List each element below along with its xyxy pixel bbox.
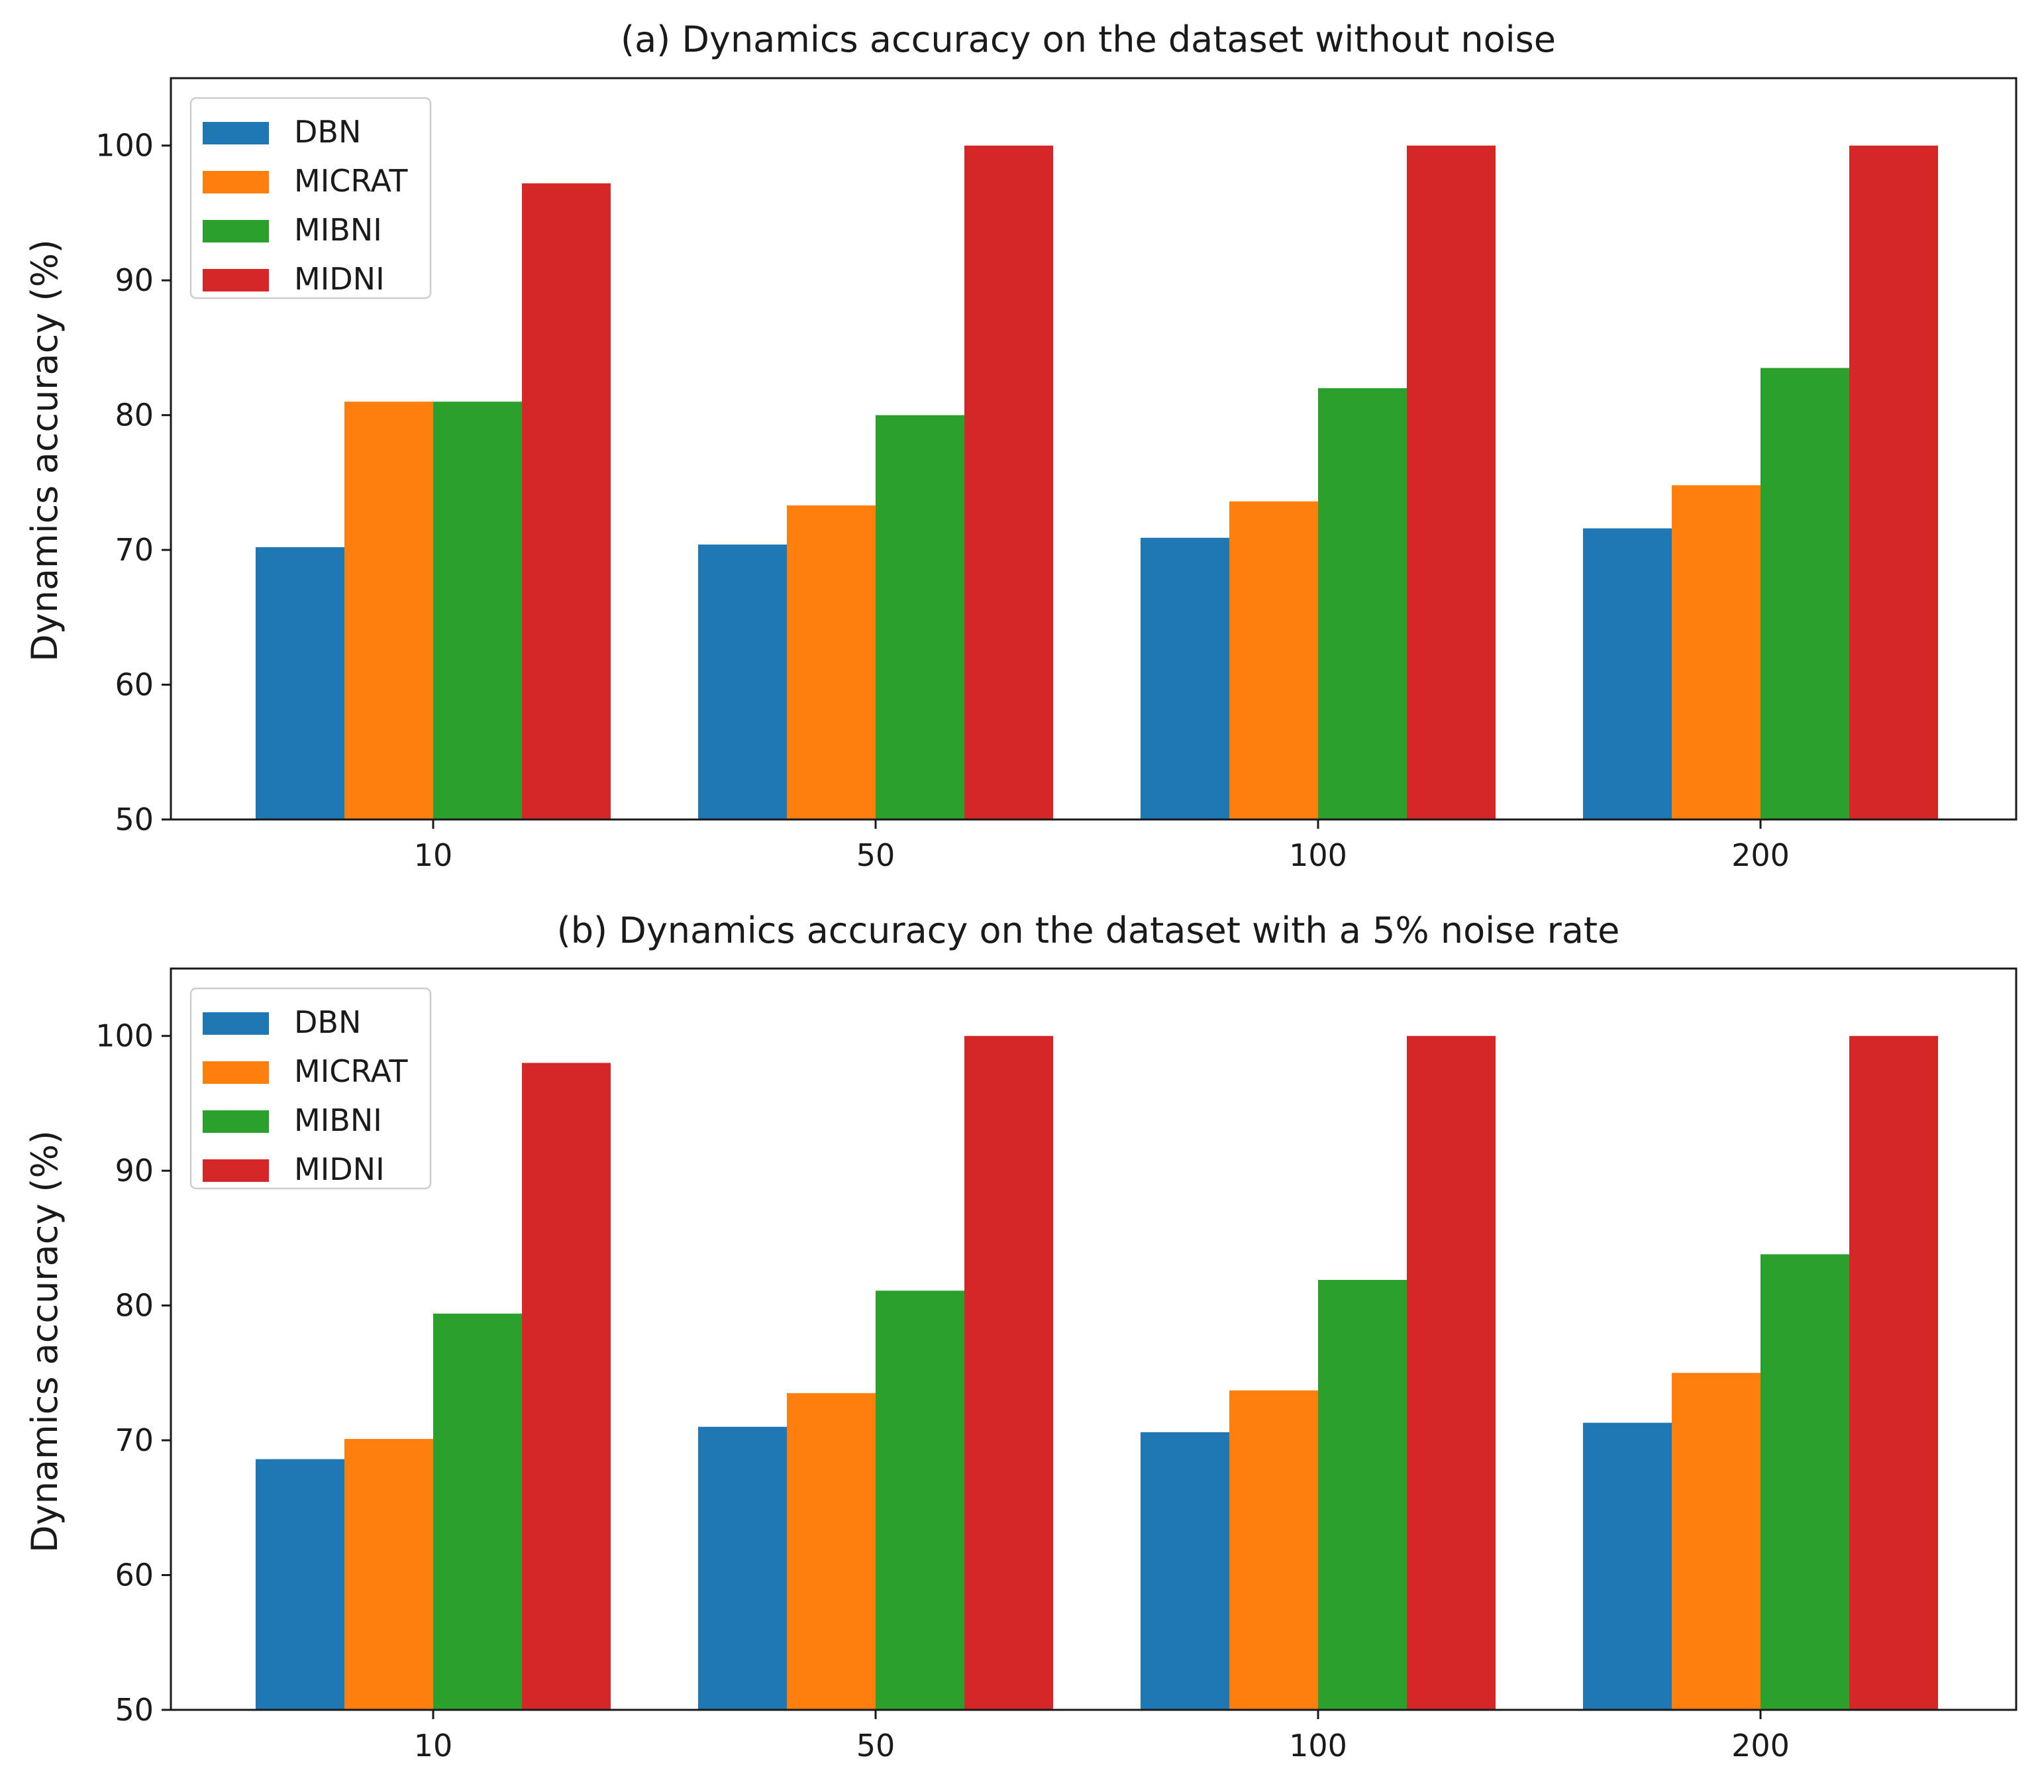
bar-micrat-100 xyxy=(1229,1390,1318,1710)
legend: DBN MICRAT MIBNI MIDNI xyxy=(189,987,432,1190)
bar-mibni-100 xyxy=(1318,388,1407,819)
legend-label-micrat: MICRAT xyxy=(294,1053,408,1089)
bar-midni-10 xyxy=(522,1063,611,1710)
bar-micrat-200 xyxy=(1672,485,1761,819)
bar-mibni-50 xyxy=(876,415,964,819)
legend-label-micrat: MICRAT xyxy=(294,163,408,199)
legend-swatch-midni xyxy=(203,269,269,291)
y-axis-label: Dynamics accuracy (%) xyxy=(24,239,66,662)
bar-dbn-200 xyxy=(1583,1422,1672,1710)
y-tick-label: 50 xyxy=(115,802,154,837)
x-tick-label: 200 xyxy=(1731,837,1790,873)
y-axis-label: Dynamics accuracy (%) xyxy=(24,1130,66,1553)
y-tick-label: 100 xyxy=(95,128,154,164)
bar-mibni-100 xyxy=(1318,1279,1407,1710)
bar-dbn-10 xyxy=(256,547,344,819)
y-tick-label: 70 xyxy=(115,532,154,568)
bar-mibni-200 xyxy=(1761,1254,1849,1710)
y-tick-label: 90 xyxy=(115,262,154,298)
y-tick-label: 80 xyxy=(115,1288,154,1324)
bar-midni-200 xyxy=(1849,145,1938,819)
x-tick-label: 10 xyxy=(414,1728,453,1764)
bar-micrat-50 xyxy=(787,505,876,819)
legend-swatch-micrat xyxy=(203,1061,269,1084)
bar-midni-100 xyxy=(1407,1035,1496,1710)
x-tick-label: 100 xyxy=(1289,1728,1347,1764)
bar-midni-200 xyxy=(1849,1035,1938,1710)
y-tick-label: 60 xyxy=(115,667,154,703)
legend-label-mibni: MIBNI xyxy=(294,212,382,248)
legend-label-midni: MIDNI xyxy=(294,261,385,297)
y-tick-label: 80 xyxy=(115,397,154,433)
legend: DBN MICRAT MIBNI MIDNI xyxy=(189,97,432,299)
y-tick-label: 60 xyxy=(115,1557,154,1593)
bar-midni-100 xyxy=(1407,145,1496,819)
y-tick-label: 100 xyxy=(95,1018,154,1054)
chart-title: (a) Dynamics accuracy on the dataset wit… xyxy=(621,19,1556,60)
bar-micrat-10 xyxy=(344,401,433,819)
bar-dbn-10 xyxy=(256,1459,344,1710)
bar-micrat-100 xyxy=(1229,501,1318,819)
chart-title: (b) Dynamics accuracy on the dataset wit… xyxy=(557,910,1620,951)
chart-panel-b: (b) Dynamics accuracy on the dataset wit… xyxy=(24,910,2018,1764)
y-tick-label: 70 xyxy=(115,1422,154,1458)
legend-swatch-midni xyxy=(203,1159,269,1182)
bar-midni-50 xyxy=(964,1035,1053,1710)
bar-mibni-10 xyxy=(433,1313,522,1710)
bar-micrat-200 xyxy=(1672,1373,1761,1710)
axes-frame xyxy=(170,77,2018,821)
axis-ticks: 10 50 100 200 50 60 70 80 90 100 xyxy=(95,1018,1790,1764)
legend-swatch-mibni xyxy=(203,220,269,242)
legend-label-dbn: DBN xyxy=(294,1004,361,1040)
y-tick-label: 50 xyxy=(115,1692,154,1728)
legend-swatch-dbn xyxy=(203,122,269,144)
legend-frame xyxy=(189,97,432,299)
axis-ticks: 10 50 100 200 50 60 70 80 90 100 xyxy=(95,128,1790,873)
legend-label-mibni: MIBNI xyxy=(294,1102,382,1138)
bar-mibni-50 xyxy=(876,1291,964,1710)
bar-group xyxy=(256,145,1938,819)
bar-dbn-50 xyxy=(698,1426,787,1710)
y-tick-label: 90 xyxy=(115,1153,154,1188)
chart-panel-a: (a) Dynamics accuracy on the dataset wit… xyxy=(24,19,2018,873)
bar-mibni-200 xyxy=(1761,368,1849,819)
x-tick-label: 100 xyxy=(1289,837,1347,873)
bar-micrat-50 xyxy=(787,1393,876,1710)
x-tick-label: 200 xyxy=(1731,1728,1790,1764)
x-tick-label: 50 xyxy=(856,1728,895,1764)
legend-label-dbn: DBN xyxy=(294,114,361,150)
legend-swatch-micrat xyxy=(203,171,269,193)
bar-dbn-100 xyxy=(1141,1432,1229,1710)
bar-dbn-100 xyxy=(1141,537,1229,819)
legend-frame xyxy=(189,987,432,1190)
axes-frame xyxy=(170,967,2018,1711)
bar-mibni-10 xyxy=(433,401,522,819)
bar-group xyxy=(256,1035,1938,1710)
bar-midni-10 xyxy=(522,183,611,819)
legend-swatch-dbn xyxy=(203,1012,269,1035)
bar-midni-50 xyxy=(964,145,1053,819)
legend-swatch-mibni xyxy=(203,1110,269,1133)
legend-label-midni: MIDNI xyxy=(294,1151,385,1187)
bar-micrat-10 xyxy=(344,1439,433,1710)
x-tick-label: 50 xyxy=(856,837,895,873)
bar-dbn-200 xyxy=(1583,528,1672,819)
bar-dbn-50 xyxy=(698,544,787,819)
x-tick-label: 10 xyxy=(414,837,453,873)
